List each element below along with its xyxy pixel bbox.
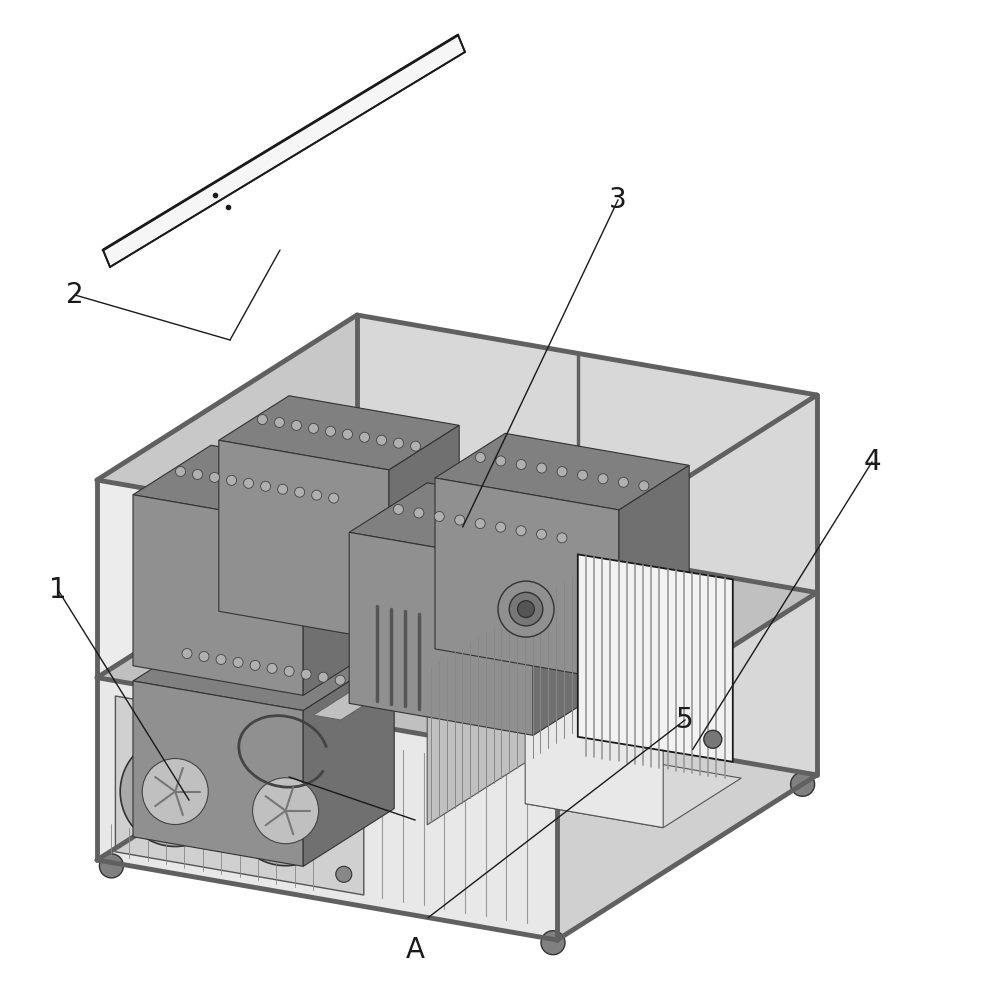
Circle shape (578, 470, 588, 480)
Circle shape (231, 755, 341, 866)
Polygon shape (103, 35, 465, 267)
Polygon shape (427, 570, 583, 825)
Circle shape (250, 661, 260, 670)
Polygon shape (357, 315, 817, 775)
Circle shape (278, 484, 288, 494)
Text: 3: 3 (609, 186, 627, 214)
Polygon shape (97, 677, 557, 940)
Polygon shape (303, 653, 394, 867)
Circle shape (516, 526, 526, 535)
Circle shape (99, 854, 123, 878)
Circle shape (193, 469, 203, 479)
Circle shape (496, 456, 506, 466)
Circle shape (434, 512, 444, 522)
Circle shape (284, 667, 294, 676)
Polygon shape (435, 478, 619, 681)
Polygon shape (619, 465, 689, 681)
Circle shape (475, 519, 485, 528)
Polygon shape (533, 515, 611, 736)
Circle shape (182, 649, 192, 659)
Polygon shape (133, 623, 394, 711)
Circle shape (274, 417, 284, 428)
Circle shape (411, 441, 421, 452)
Circle shape (360, 432, 370, 443)
Circle shape (414, 508, 424, 518)
Polygon shape (525, 660, 663, 827)
Circle shape (791, 772, 815, 797)
Circle shape (244, 478, 254, 488)
Circle shape (598, 473, 608, 484)
Circle shape (253, 778, 319, 844)
Circle shape (142, 758, 208, 824)
Circle shape (377, 435, 387, 446)
Circle shape (291, 420, 301, 431)
Circle shape (541, 931, 565, 954)
Circle shape (336, 867, 352, 882)
Circle shape (312, 490, 322, 500)
Circle shape (120, 737, 230, 847)
Circle shape (295, 487, 305, 497)
Circle shape (308, 423, 318, 434)
Circle shape (216, 655, 226, 665)
Circle shape (618, 477, 628, 487)
Circle shape (325, 426, 335, 437)
Text: 4: 4 (863, 448, 881, 476)
Circle shape (257, 414, 267, 425)
Circle shape (537, 463, 547, 473)
Polygon shape (349, 483, 611, 564)
Polygon shape (349, 532, 533, 736)
Polygon shape (97, 513, 817, 757)
Circle shape (498, 581, 554, 637)
Polygon shape (389, 425, 459, 641)
Polygon shape (303, 475, 381, 695)
Circle shape (509, 593, 543, 626)
Circle shape (261, 481, 271, 491)
Polygon shape (219, 395, 459, 470)
Circle shape (349, 695, 373, 720)
Polygon shape (299, 457, 615, 631)
Text: 5: 5 (676, 706, 694, 734)
Polygon shape (133, 495, 303, 695)
Circle shape (335, 675, 345, 685)
Polygon shape (133, 681, 303, 867)
Polygon shape (97, 480, 557, 940)
Polygon shape (97, 695, 817, 940)
Circle shape (227, 475, 237, 485)
Polygon shape (578, 554, 733, 762)
Polygon shape (133, 446, 381, 525)
Circle shape (199, 652, 209, 662)
Polygon shape (219, 441, 389, 641)
Circle shape (537, 529, 547, 539)
Circle shape (394, 438, 404, 449)
Circle shape (516, 459, 526, 469)
Circle shape (639, 481, 649, 491)
Circle shape (267, 664, 277, 673)
Polygon shape (435, 434, 689, 510)
Polygon shape (97, 315, 817, 560)
Polygon shape (97, 315, 357, 860)
Circle shape (301, 669, 311, 679)
Circle shape (329, 493, 339, 503)
Polygon shape (557, 395, 817, 940)
Circle shape (233, 658, 243, 668)
Circle shape (518, 600, 534, 617)
Text: A: A (406, 936, 424, 964)
Polygon shape (115, 696, 364, 895)
Circle shape (393, 505, 403, 515)
Circle shape (704, 731, 722, 748)
Circle shape (343, 429, 353, 440)
Circle shape (210, 472, 220, 482)
Polygon shape (525, 754, 741, 827)
Circle shape (557, 466, 567, 476)
Text: 1: 1 (49, 576, 67, 604)
Circle shape (557, 532, 567, 543)
Circle shape (318, 672, 328, 682)
Circle shape (496, 523, 506, 532)
Circle shape (475, 453, 485, 462)
Circle shape (176, 466, 186, 476)
Text: 2: 2 (66, 281, 84, 309)
Polygon shape (313, 550, 601, 720)
Circle shape (455, 515, 465, 525)
